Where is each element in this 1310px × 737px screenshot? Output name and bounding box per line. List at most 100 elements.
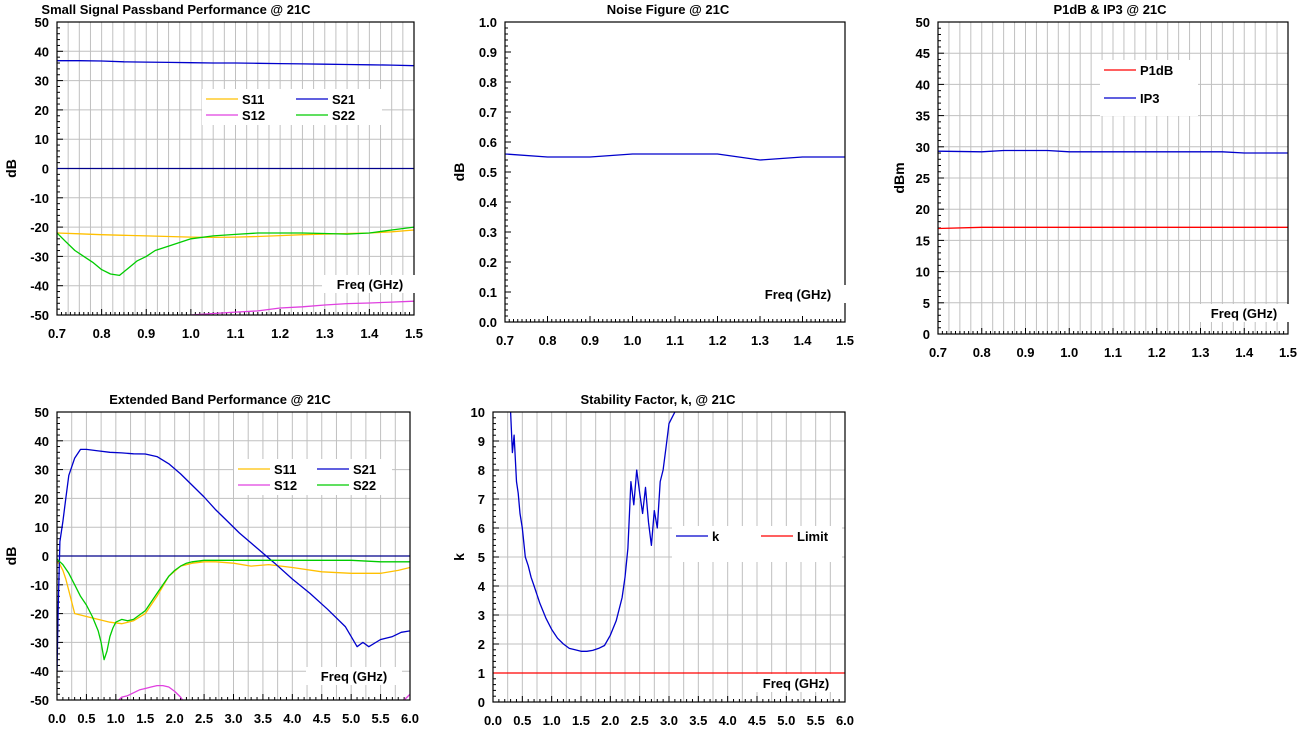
series-line-s21 [57,60,414,67]
x-tick-label: 3.0 [224,711,242,726]
legend-label-p1db: P1dB [1140,63,1173,78]
y-tick-label: 4 [478,579,486,594]
y-tick-label: -40 [30,279,49,294]
x-tick-label: 0.8 [538,333,556,348]
x-tick-label: 1.5 [136,711,154,726]
series-line-ip3 [938,149,1288,154]
legend-box [202,89,382,125]
y-tick-label: 40 [916,77,930,92]
legend-box [234,459,392,495]
y-axis-label: k [451,553,467,561]
y-tick-label: 10 [916,265,930,280]
series-line-k [509,412,676,652]
chart-p1db-ip3: 0.7 0.8 0.9 1.0 1.1 1.2 1.3 1.4 1.55045403530252… [891,2,1297,360]
y-tick-label: 20 [916,202,930,217]
legend-label-s11: S11 [274,462,296,477]
x-tick-label: 0.7 [929,345,947,360]
y-tick-label: 1 [478,666,485,681]
y-tick-label: -20 [30,220,49,235]
y-tick-label: 0.0 [479,315,497,330]
y-tick-label: 0 [42,162,49,177]
x-tick-label: 1.2 [271,326,289,341]
y-tick-label: 50 [916,15,930,30]
y-tick-label: -10 [30,578,49,593]
series-line-s12 [117,684,410,700]
x-tick-label: 1.0 [543,713,561,728]
series-line-s21 [57,448,410,672]
x-tick-label: 1.3 [316,326,334,341]
x-tick-label: 1.3 [751,333,769,348]
y-tick-label: -30 [30,635,49,650]
chart-small-signal-passband: 0.7 0.8 0.9 1.0 1.1 1.2 1.3 1.4 1.5 50 40 30 20 10 0 -1… [3,2,423,341]
y-tick-label: 0.2 [479,255,497,270]
legend-label-s21: S21 [353,462,376,477]
series-line-s12 [185,300,414,315]
chart-extended-band: 0.0 0.5 1.0 1.5 2.0 2.5 3.0 3.5 4.0 4.5 5.0 5.5 6.0 5… [3,392,419,726]
x-axis-label-box [1196,304,1292,322]
x-tick-label: 1.0 [1060,345,1078,360]
x-tick-label: 1.1 [1104,345,1122,360]
x-tick-label: 1.5 [405,326,423,341]
y-tick-label: 20 [35,491,49,506]
chart-title: Noise Figure @ 21C [607,2,730,17]
legend-label-s12: S12 [242,108,265,123]
x-tick-label: 0.7 [496,333,514,348]
y-tick-label: 40 [35,44,49,59]
x-tick-label: 3.5 [689,713,707,728]
x-tick-label: 1.0 [107,711,125,726]
y-axis-label: dB [451,163,467,182]
y-axis-label: dB [3,547,19,566]
y-tick-label: 30 [916,140,930,155]
y-tick-label: 0 [478,695,485,710]
plot-frame [504,21,846,323]
x-axis-label-box [306,667,402,685]
x-tick-label: 1.5 [1279,345,1297,360]
y-tick-label: -50 [30,693,49,708]
series-line-p1db [938,226,1288,230]
y-tick-label: 9 [478,434,485,449]
y-tick-label: 45 [916,46,930,61]
x-tick-label: 1.0 [182,326,200,341]
plot-frame [937,21,1289,335]
x-axis-label: Freq (GHz) [765,287,831,302]
series-line-data [505,153,845,161]
y-tick-label: 15 [916,233,930,248]
plot-frame [492,411,846,703]
x-tick-label: 1.1 [226,326,244,341]
y-tick-label: 2 [478,637,485,652]
y-tick-label: 0.1 [479,285,497,300]
x-tick-label: 0.0 [484,713,502,728]
x-tick-label: 1.3 [1191,345,1209,360]
y-tick-label: 0.8 [479,75,497,90]
x-tick-label: 2.0 [601,713,619,728]
series-line-s11 [57,561,410,625]
plot-area [505,22,845,322]
x-tick-label: 2.5 [195,711,213,726]
y-tick-label: -30 [30,249,49,264]
x-tick-label: 2.5 [631,713,649,728]
y-tick-label: 25 [916,171,930,186]
y-tick-label: 0.5 [479,165,497,180]
y-tick-label: 0.4 [479,195,498,210]
y-tick-label: -50 [30,308,49,323]
legend-label-s11: S11 [242,92,264,107]
legend-label-ip3: IP3 [1140,91,1160,106]
legend-label-s22: S22 [353,478,376,493]
chart-title: Extended Band Performance @ 21C [109,392,331,407]
y-tick-label: 10 [35,132,49,147]
y-tick-label: 10 [471,405,485,420]
x-tick-label: 0.8 [973,345,991,360]
x-tick-label: 4.5 [748,713,766,728]
chart-title: Small Signal Passband Performance @ 21C [41,2,311,17]
chart-title: P1dB & IP3 @ 21C [1053,2,1167,17]
y-tick-label: 35 [916,109,930,124]
x-tick-label: 1.2 [708,333,726,348]
x-tick-label: 5.0 [777,713,795,728]
x-tick-label: 0.9 [581,333,599,348]
x-axis-label: Freq (GHz) [763,676,829,691]
x-tick-label: 0.9 [137,326,155,341]
x-tick-label: 0.0 [48,711,66,726]
y-tick-label: 0.3 [479,225,497,240]
x-tick-label: 3.0 [660,713,678,728]
y-tick-label: 20 [35,103,49,118]
